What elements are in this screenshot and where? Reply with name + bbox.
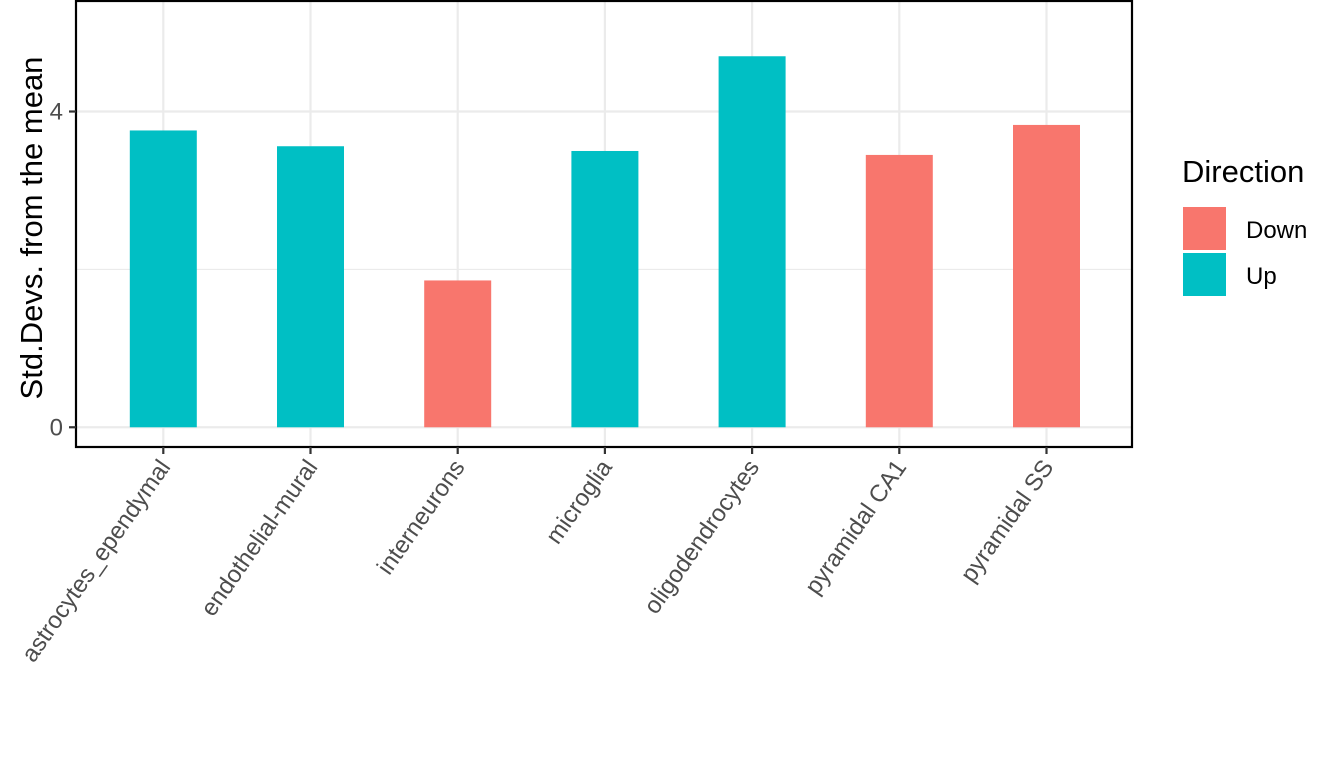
legend-key-down [1183, 207, 1226, 250]
legend: Direction Down Up [1182, 154, 1307, 296]
bar-down [865, 154, 933, 428]
bar-up [571, 150, 639, 428]
bars [129, 56, 1080, 428]
x-tick-label: pyramidal SS [955, 455, 1059, 587]
legend-key-up [1183, 253, 1226, 296]
x-tick-label: endothelial-mural [196, 455, 324, 621]
legend-title: Direction [1182, 154, 1304, 189]
bar-down [424, 280, 492, 428]
y-tick-label: 0 [50, 414, 63, 441]
bar-up [277, 146, 344, 428]
x-tick-label: astrocytes_ependymal [16, 455, 176, 667]
x-tick-label: pyramidal CA1 [800, 455, 912, 599]
x-tick-label: oligodendrocytes [639, 455, 765, 619]
legend-label-down: Down [1246, 217, 1307, 244]
x-tick-label: microglia [541, 454, 619, 549]
y-tick-label: 4 [50, 99, 63, 126]
y-axis-title: Std.Devs. from the mean [14, 57, 49, 400]
bar-down [1013, 124, 1080, 428]
x-tick-label: interneurons [372, 455, 471, 580]
bar-up [718, 56, 786, 428]
legend-label-up: Up [1246, 263, 1277, 290]
bar-up [129, 130, 197, 428]
